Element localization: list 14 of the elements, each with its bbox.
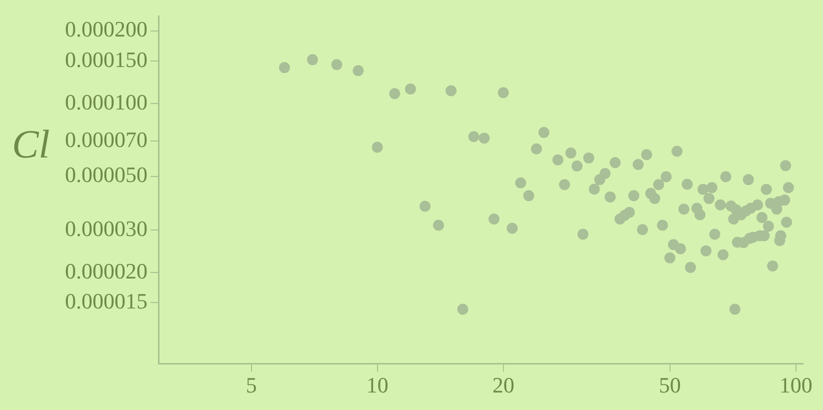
y-tick-label: 0.000030: [65, 216, 148, 241]
y-tick-label: 0.000150: [65, 46, 148, 72]
y-tick-label: 0.000200: [65, 16, 148, 42]
y-tick-label: 0.000070: [65, 126, 148, 152]
y-tick-label: 0.000100: [65, 89, 148, 114]
x-tick-label: 50: [658, 372, 681, 398]
y-tick-label: 0.000020: [65, 258, 148, 284]
y-tick-label: 0.000050: [65, 162, 148, 188]
y-tick-label: 0.000015: [65, 288, 148, 314]
x-tick-label: 20: [492, 372, 514, 398]
y-axis-title: Cl: [12, 122, 50, 167]
x-tick-label: 5: [246, 372, 257, 398]
x-tick-label: 100: [779, 372, 812, 398]
x-tick-label: 10: [366, 372, 388, 398]
